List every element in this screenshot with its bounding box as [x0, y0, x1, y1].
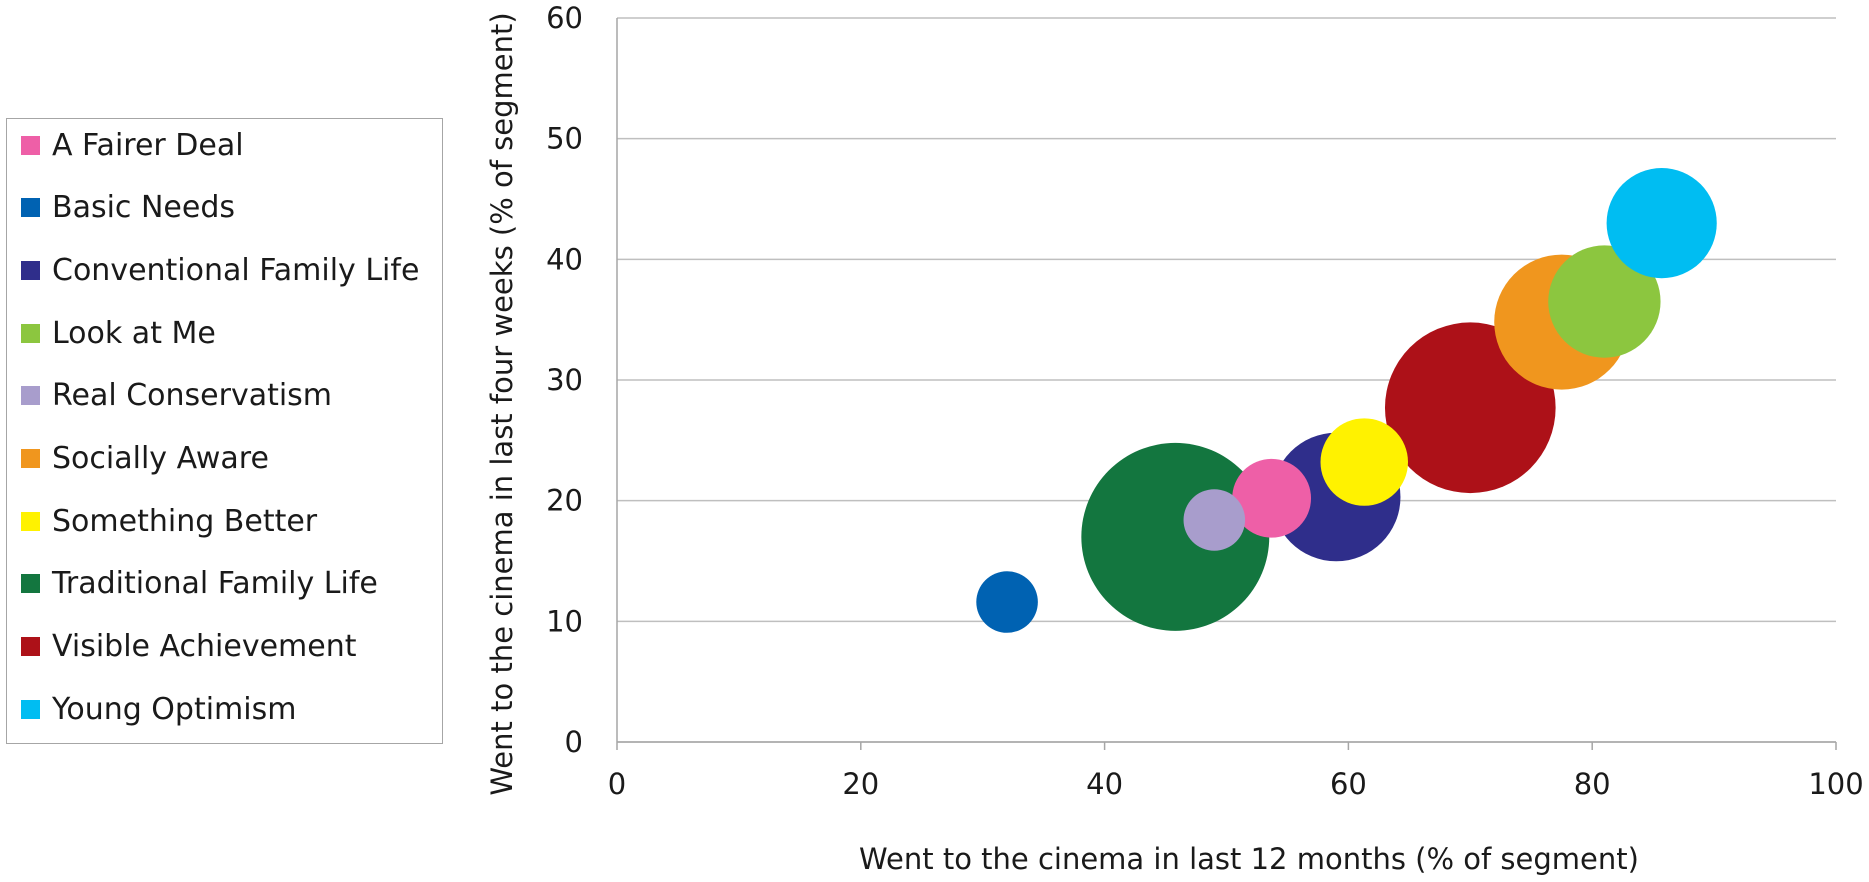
legend-swatch — [21, 449, 40, 468]
legend: A Fairer Deal Basic Needs Conventional Fam… — [6, 118, 443, 744]
y-tick-label: 30 — [546, 363, 583, 397]
bubble-traditional-family-life — [1081, 442, 1270, 631]
legend-label: A Fairer Deal — [52, 127, 244, 163]
legend-item-a-fairer-deal: A Fairer Deal — [21, 127, 244, 163]
bubble-basic-needs — [976, 571, 1038, 633]
legend-label: Basic Needs — [52, 190, 235, 226]
legend-swatch — [21, 699, 40, 719]
legend-item-real-conservatism: Real Conservatism — [21, 378, 332, 414]
x-axis-ticks: 0 20 40 60 80 100 — [608, 742, 1864, 801]
legend-swatch — [21, 386, 40, 406]
x-tick-label: 80 — [1574, 767, 1611, 801]
y-tick-label: 60 — [546, 1, 583, 35]
x-tick-label: 0 — [608, 767, 626, 801]
legend-swatch — [21, 198, 40, 218]
legend-item-visible-achievement: Visible Achievement — [21, 629, 357, 665]
y-tick-label: 0 — [565, 725, 583, 759]
x-tick-label: 20 — [842, 767, 879, 801]
bubble-look-at-me — [1548, 245, 1661, 358]
bubble-a-fairer-deal — [1232, 458, 1312, 538]
y-axis-title: Went to the cinema in last four weeks (%… — [485, 12, 519, 795]
legend-item-traditional-family-life: Traditional Family Life — [21, 566, 378, 602]
legend-label: Conventional Family Life — [52, 252, 420, 288]
legend-label: Young Optimism — [52, 691, 297, 727]
legend-swatch — [21, 135, 40, 155]
legend-swatch — [21, 323, 40, 343]
legend-item-conventional-family-life: Conventional Family Life — [21, 252, 419, 288]
legend-label: Socially Aware — [52, 441, 269, 476]
legend-item-something-better: Something Better — [21, 503, 317, 539]
legend-swatch — [21, 574, 40, 594]
legend-label: Traditional Family Life — [52, 566, 378, 602]
bubble-young-optimism — [1606, 168, 1717, 279]
y-tick-label: 20 — [546, 484, 583, 518]
legend-item-look-at-me: Look at Me — [21, 315, 216, 351]
gridlines — [616, 17, 1836, 743]
y-tick-label: 10 — [546, 604, 583, 638]
legend-item-socially-aware: Socially Aware — [21, 441, 269, 477]
legend-item-young-optimism: Young Optimism — [21, 691, 296, 727]
bubble-real-conservatism — [1183, 489, 1246, 551]
x-axis-title: Went to the cinema in last 12 months (% … — [859, 842, 1639, 876]
bubble-something-better — [1320, 418, 1408, 506]
legend-label: Visible Achievement — [52, 629, 357, 665]
y-tick-label: 50 — [546, 122, 583, 156]
legend-item-basic-needs: Basic Needs — [21, 190, 235, 226]
legend-swatch — [21, 637, 40, 657]
legend-swatch — [21, 260, 40, 280]
legend-swatch — [21, 511, 40, 531]
legend-label: Something Better — [52, 503, 318, 539]
legend-label: Look at Me — [52, 315, 216, 351]
y-tick-label: 40 — [546, 242, 583, 276]
y-axis-ticks: 0 10 20 30 40 50 60 — [546, 1, 583, 759]
x-tick-label: 40 — [1086, 767, 1123, 801]
x-tick-label: 60 — [1330, 767, 1367, 801]
x-tick-label: 100 — [1808, 767, 1863, 801]
bubbles — [976, 168, 1717, 633]
legend-label: Real Conservatism — [52, 378, 333, 414]
